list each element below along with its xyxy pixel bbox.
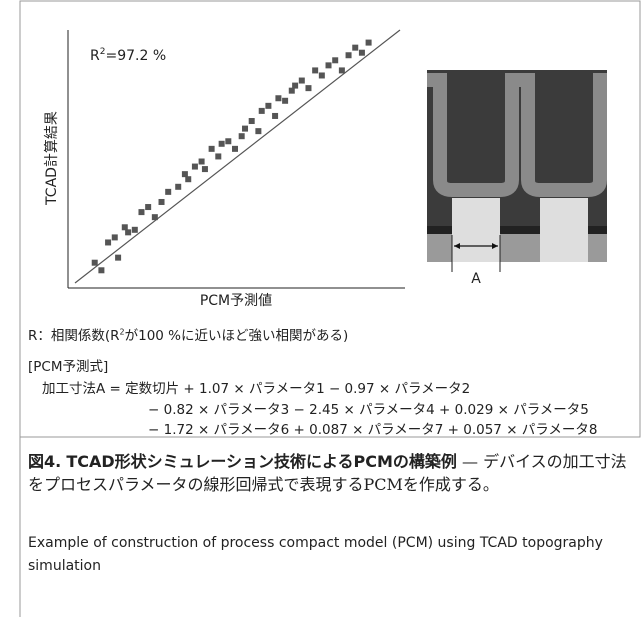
point xyxy=(272,113,278,119)
point xyxy=(326,62,332,68)
point xyxy=(305,85,311,91)
point xyxy=(225,138,231,144)
point xyxy=(282,98,288,104)
cross-section: A xyxy=(427,70,607,287)
point xyxy=(159,199,165,205)
point xyxy=(132,227,138,233)
formula-line: 加工寸法A = 定数切片 + 1.07 × パラメータ1 − 0.97 × パラ… xyxy=(42,377,470,397)
point xyxy=(145,204,151,210)
point xyxy=(339,67,345,73)
point xyxy=(199,159,205,165)
pillar xyxy=(452,198,500,262)
point xyxy=(185,176,191,182)
point xyxy=(292,83,298,89)
r2-label: R2=97.2 % xyxy=(90,47,166,64)
point xyxy=(105,239,111,245)
point xyxy=(346,52,352,58)
note-text: が100 %に近いほど強い相関がある) xyxy=(125,328,349,344)
x-axis-label: PCM予測値 xyxy=(200,293,272,309)
correlation-note: R：相関係数(R2が100 %に近いほど強い相関がある) xyxy=(28,324,348,344)
point xyxy=(366,40,372,46)
r2-value: =97.2 % xyxy=(105,48,166,64)
point xyxy=(259,108,265,114)
r2-text: R xyxy=(90,48,100,64)
point xyxy=(92,260,98,266)
note-text: R：相関係数(R xyxy=(28,328,120,344)
point xyxy=(209,146,215,152)
point xyxy=(352,45,358,51)
formula-line: − 0.82 × パラメータ3 − 2.45 × パラメータ4 + 0.029 … xyxy=(148,398,589,418)
point xyxy=(202,166,208,172)
point xyxy=(265,103,271,109)
english-caption: Example of construction of process compa… xyxy=(28,532,628,578)
formula-heading: [PCM予測式] xyxy=(28,355,108,375)
y-axis-label: TCAD計算結果 xyxy=(44,111,60,206)
point xyxy=(152,214,158,220)
point xyxy=(112,234,118,240)
page: R2=97.2 % PCM予測値 TCAD計算結果 A R：相関係数(R2が10… xyxy=(0,0,642,617)
point xyxy=(219,141,225,147)
point xyxy=(115,255,121,261)
point xyxy=(239,133,245,139)
figure: R2=97.2 % PCM予測値 TCAD計算結果 A xyxy=(0,0,642,617)
point xyxy=(275,95,281,101)
caption-title: TCAD形状シミュレーション技術によるPCMの構築例 xyxy=(66,452,457,471)
figure-label: 図4. xyxy=(28,452,61,471)
point xyxy=(165,189,171,195)
point xyxy=(98,267,104,273)
point xyxy=(138,209,144,215)
formula-line: − 1.72 × パラメータ6 + 0.087 × パラメータ7 + 0.057… xyxy=(148,418,597,438)
caption: 図4. TCAD形状シミュレーション技術によるPCMの構築例 — デバイスの加工… xyxy=(28,450,628,496)
point xyxy=(332,57,338,63)
pillar xyxy=(540,198,588,262)
point xyxy=(242,126,248,132)
fit-line xyxy=(75,30,400,283)
points xyxy=(92,40,372,274)
point xyxy=(312,67,318,73)
point xyxy=(215,153,221,159)
point xyxy=(232,146,238,152)
dim-label: A xyxy=(471,271,481,287)
point xyxy=(192,164,198,170)
point xyxy=(319,72,325,78)
point xyxy=(359,50,365,56)
point xyxy=(175,184,181,190)
point xyxy=(299,78,305,84)
point xyxy=(255,128,261,134)
point xyxy=(249,118,255,124)
point xyxy=(125,229,131,235)
